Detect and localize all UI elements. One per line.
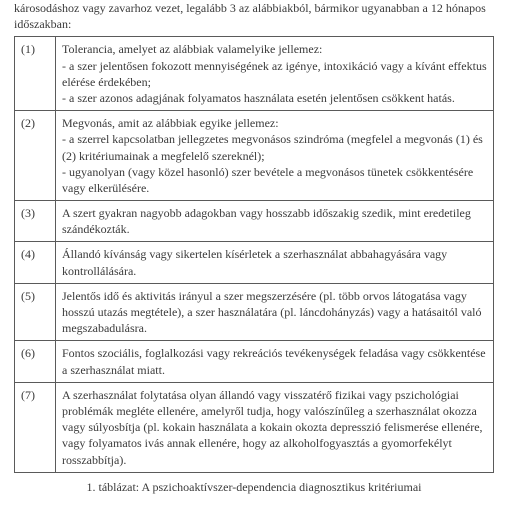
table-caption: 1. táblázat: A pszichoaktívszer-dependen… [14,479,494,495]
table-row: (4) Állandó kívánság vagy sikertelen kís… [15,242,494,283]
row-number: (2) [15,111,56,201]
row-text: A szerhasználat folytatása olyan állandó… [56,382,494,472]
table-row: (1) Tolerancia, amelyet az alábbiak vala… [15,37,494,111]
row-text: Megvonás, amit az alábbiak egyike jellem… [56,111,494,201]
row-number: (3) [15,201,56,242]
row-text: Fontos szociális, foglalkozási vagy rekr… [56,341,494,382]
table-row: (2) Megvonás, amit az alábbiak egyike je… [15,111,494,201]
row-number: (1) [15,37,56,111]
row-text: Tolerancia, amelyet az alábbiak valamely… [56,37,494,111]
row-text: Állandó kívánság vagy sikertelen kísérle… [56,242,494,283]
row-number: (6) [15,341,56,382]
row-text: Jelentős idő és aktivitás irányul a szer… [56,283,494,341]
table-row: (3) A szert gyakran nagyobb adagokban va… [15,201,494,242]
row-number: (7) [15,382,56,472]
table-row: (6) Fontos szociális, foglalkozási vagy … [15,341,494,382]
row-number: (4) [15,242,56,283]
table-row: (5) Jelentős idő és aktivitás irányul a … [15,283,494,341]
criteria-table: (1) Tolerancia, amelyet az alábbiak vala… [14,36,494,472]
row-number: (5) [15,283,56,341]
table-row: (7) A szerhasználat folytatása olyan áll… [15,382,494,472]
intro-text: károsodáshoz vagy zavarhoz vezet, legalá… [14,0,494,32]
row-text: A szert gyakran nagyobb adagokban vagy h… [56,201,494,242]
